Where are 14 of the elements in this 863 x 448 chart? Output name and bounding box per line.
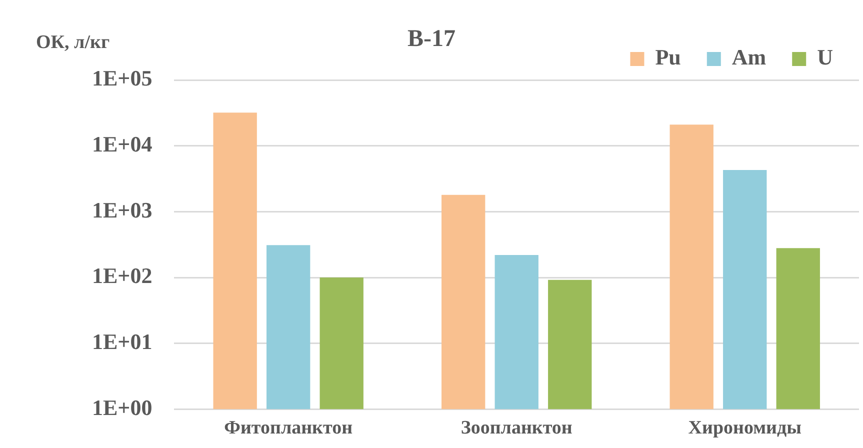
x-tick-label: Фитопланктон [224,418,353,439]
y-tick-label: 1E+05 [92,66,152,91]
y-tick-label: 1E+02 [92,263,152,288]
y-tick-label: 1E+00 [92,394,152,420]
legend-label: Am [732,44,766,70]
x-tick-label: Зоопланктон [460,418,572,439]
y-tick-label: 1E+03 [92,197,152,222]
y-tick-label: 1E+04 [92,132,152,157]
y-axis-title: ОК, л/кг [36,32,110,54]
legend-label: Pu [655,44,681,70]
y-tick-label: 1E+01 [92,329,152,354]
legend-label: U [817,44,834,70]
x-tick-label: Хирономиды [688,418,802,439]
chart-title: В-17 [408,26,456,52]
